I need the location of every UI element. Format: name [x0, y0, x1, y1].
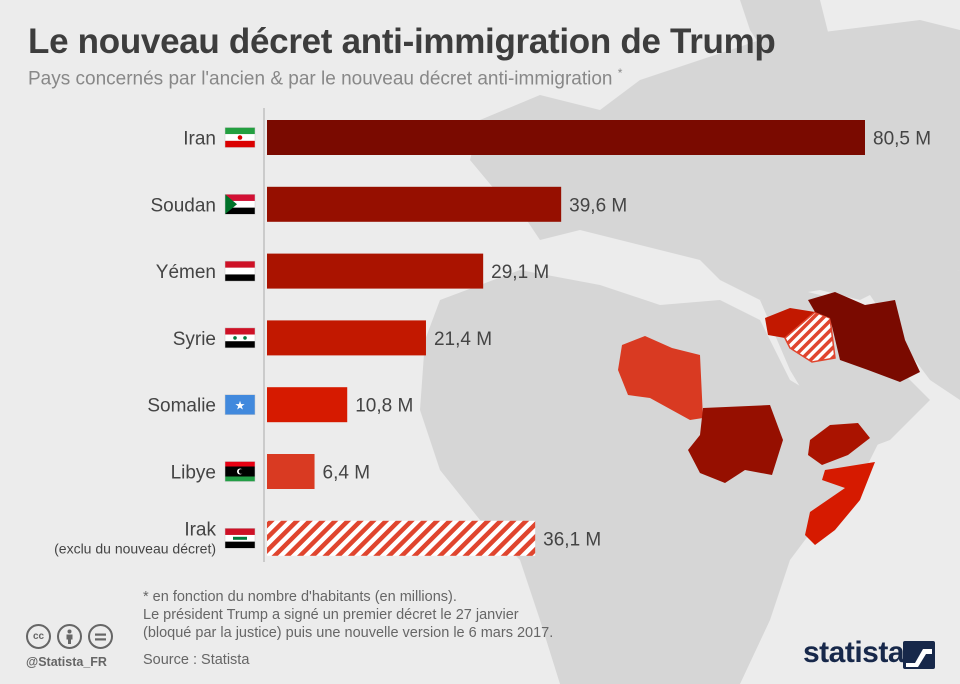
category-label: Iran	[183, 129, 216, 150]
value-label: 29,1 M	[491, 262, 549, 283]
social-handle[interactable]: @Statista_FR	[26, 655, 107, 669]
attribution-icon[interactable]	[57, 624, 82, 649]
somalia-flag: ★	[224, 394, 256, 415]
subtitle-footnote-mark: *	[617, 66, 623, 80]
bar-irak	[267, 520, 536, 556]
bar-yémen	[267, 253, 484, 289]
page-title: Le nouveau décret anti-immigration de Tr…	[28, 22, 776, 61]
subtitle-text: Pays concernés par l'ancien & par le nou…	[28, 68, 613, 90]
bar-somalie	[267, 387, 348, 423]
value-label: 36,1 M	[543, 529, 601, 550]
bar-libye	[267, 454, 315, 489]
map-sudan	[688, 405, 783, 483]
value-label: 10,8 M	[355, 396, 413, 417]
category-label: Syrie	[173, 329, 216, 350]
sudan-flag	[224, 194, 256, 215]
category-label: Irak	[184, 519, 216, 540]
category-label: Soudan	[150, 195, 216, 216]
value-label: 80,5 M	[873, 129, 931, 150]
iran-flag	[224, 127, 256, 148]
category-label: Yémen	[156, 262, 216, 283]
map-libya	[618, 336, 703, 420]
bar-syrie	[267, 320, 426, 356]
value-label: 39,6 M	[569, 195, 627, 216]
statista-logo-icon	[903, 641, 935, 669]
libya-flag	[224, 461, 256, 482]
value-label: 6,4 M	[323, 463, 371, 484]
yemen-flag	[224, 260, 256, 282]
cc-icon[interactable]: cc	[26, 624, 51, 649]
source-label: Source : Statista	[143, 652, 250, 668]
map-iran	[808, 292, 920, 382]
category-label: Somalie	[147, 396, 216, 417]
statista-logo[interactable]: statista	[803, 636, 905, 669]
no-derivatives-icon[interactable]	[88, 624, 113, 649]
footnote-line-1: * en fonction du nombre d'habitants (en …	[143, 589, 457, 605]
license-icons: cc	[26, 624, 113, 649]
bar-soudan	[267, 186, 562, 222]
bar-iran	[267, 120, 865, 155]
iraq-flag	[224, 528, 256, 549]
footnotes: * en fonction du nombre d'habitants (en …	[143, 588, 553, 642]
page-subtitle: Pays concernés par l'ancien & par le nou…	[28, 66, 622, 90]
category-note: (exclu du nouveau décret)	[54, 540, 216, 556]
value-label: 21,4 M	[434, 329, 492, 350]
map-yemen	[808, 423, 870, 465]
footnote-line-2: Le président Trump a signé un premier dé…	[143, 607, 519, 623]
map-somalia	[805, 462, 875, 545]
category-label: Libye	[171, 463, 216, 484]
syria-flag	[224, 327, 256, 349]
svg-text:★: ★	[235, 399, 246, 413]
footnote-line-3: (bloqué par la justice) puis une nouvell…	[143, 625, 554, 641]
